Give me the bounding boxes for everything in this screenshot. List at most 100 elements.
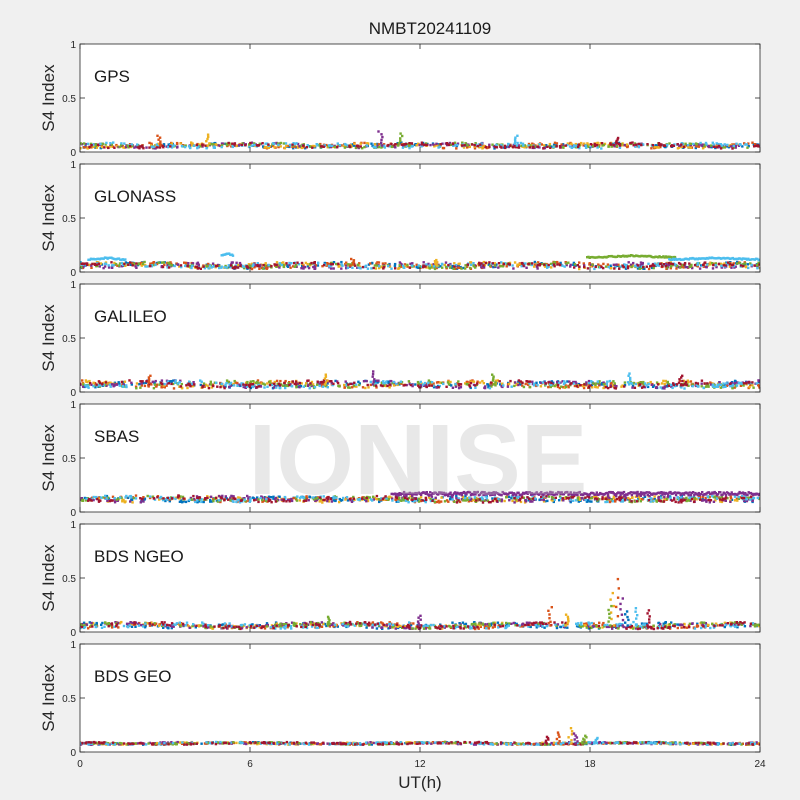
data-point (697, 143, 700, 146)
data-point (265, 622, 269, 625)
data-point (316, 144, 319, 147)
data-point (420, 141, 424, 144)
data-point (457, 497, 460, 500)
data-point (595, 491, 598, 494)
data-point (279, 379, 282, 383)
data-point (731, 256, 734, 260)
data-point (373, 264, 377, 267)
data-point (376, 145, 379, 148)
data-point (700, 382, 703, 385)
data-point (561, 145, 565, 149)
data-point (306, 144, 309, 147)
data-point (256, 262, 259, 265)
data-point (672, 255, 675, 259)
data-point (332, 495, 335, 499)
data-point (110, 256, 113, 259)
data-point (303, 265, 307, 269)
data-point (97, 380, 101, 383)
data-point (478, 381, 482, 384)
data-point (680, 142, 683, 145)
data-point (212, 146, 215, 149)
data-point (91, 258, 94, 261)
data-point (575, 491, 578, 495)
data-point (295, 499, 299, 502)
data-point (183, 261, 186, 264)
data-point (495, 146, 499, 149)
data-point (491, 262, 494, 265)
data-point (549, 490, 552, 494)
data-point (440, 491, 443, 494)
data-point (444, 265, 448, 269)
data-point (650, 383, 653, 386)
data-point (665, 262, 668, 265)
data-point (352, 497, 355, 500)
data-point (284, 379, 287, 383)
data-point (383, 146, 387, 149)
data-point (697, 497, 700, 500)
data-point (680, 376, 683, 379)
data-point (400, 143, 403, 146)
data-point (586, 499, 590, 502)
data-point (556, 263, 559, 266)
data-point (721, 257, 724, 260)
data-point (265, 146, 268, 149)
data-point (88, 379, 91, 383)
data-point (610, 254, 613, 258)
data-point (687, 384, 690, 387)
data-point (373, 378, 376, 381)
data-point (230, 494, 233, 498)
data-point (89, 382, 92, 385)
data-point (244, 143, 247, 147)
data-point (80, 382, 82, 385)
data-point (224, 383, 227, 386)
data-point (601, 496, 604, 499)
data-point (363, 265, 366, 269)
data-point (610, 145, 613, 148)
data-point (519, 500, 523, 504)
data-point (419, 496, 423, 499)
data-point (510, 491, 513, 494)
data-point (91, 496, 94, 499)
data-point (555, 145, 558, 148)
data-point (253, 142, 256, 145)
data-point (590, 384, 594, 387)
data-point (484, 261, 487, 265)
data-point (123, 262, 126, 266)
data-point (155, 143, 158, 146)
data-point (553, 261, 556, 264)
data-point (744, 143, 747, 146)
data-point (543, 144, 546, 147)
data-points (80, 577, 760, 631)
data-point (204, 497, 207, 500)
y-tick-label: 0.5 (62, 214, 76, 225)
data-point (606, 495, 610, 498)
data-point (612, 625, 616, 628)
data-point (325, 143, 328, 147)
data-point (402, 264, 405, 267)
data-point (747, 381, 750, 384)
data-point (124, 258, 127, 261)
data-point (757, 258, 760, 262)
data-point (166, 626, 169, 629)
data-point (231, 142, 234, 145)
data-point (469, 266, 472, 270)
data-point (476, 382, 479, 385)
data-point (411, 144, 414, 148)
data-point (146, 494, 149, 498)
data-point (180, 265, 183, 269)
data-point (611, 383, 614, 387)
data-point (388, 386, 391, 389)
data-point (612, 143, 615, 147)
data-point (358, 383, 361, 387)
data-point (639, 491, 643, 494)
data-point (85, 262, 89, 265)
data-point (495, 499, 498, 503)
data-point (503, 499, 506, 503)
data-point (287, 144, 290, 148)
data-point (492, 377, 495, 380)
data-point (291, 145, 294, 149)
data-point (521, 496, 524, 499)
data-point (381, 135, 384, 139)
data-point (436, 261, 439, 264)
